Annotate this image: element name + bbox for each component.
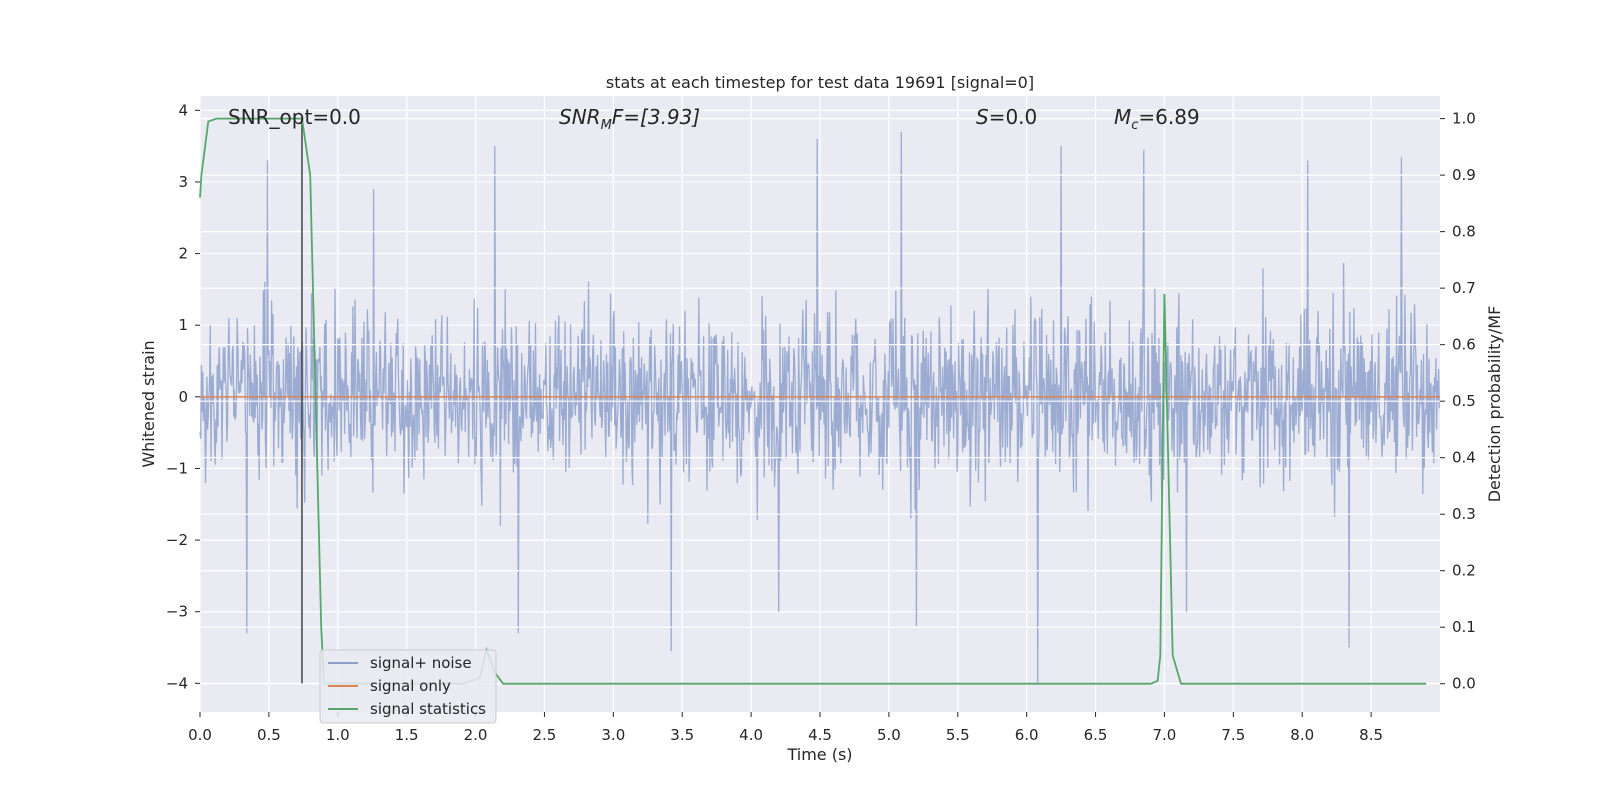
annotation-snr-mf-main: SNR [559,105,601,129]
annotation-snr-mf-sub: M [601,118,612,133]
legend-label-signal-statistics: signal statistics [370,700,486,718]
annotation-mc-sub: c [1131,118,1138,133]
y-right-tick-label-8: 0.2 [1452,562,1476,580]
y-left-tick-label-6: −2 [166,531,188,549]
chart-title: stats at each timestep for test data 196… [606,73,1034,92]
x-tick-label-12: 6.0 [1015,726,1039,744]
x-tick-label-9: 4.5 [808,726,832,744]
legend: signal+ noise signal only signal statist… [319,649,497,724]
y-left-tick-label-4: 0 [178,388,188,406]
x-tick-label-6: 3.0 [601,726,625,744]
x-tick-label-2: 1.0 [326,726,350,744]
annotation-snr-mf-rest: F=[3.93] [612,105,700,129]
x-tick-label-0: 0.0 [188,726,212,744]
annotation-s-var: S [976,105,989,129]
y-left-tick-label-7: −3 [166,603,188,621]
y-right-tick-labels: 1.0 0.9 0.8 0.7 0.6 0.5 0.4 0.3 0.2 0.1 0.0 [1440,110,1476,693]
y-right-tick-label-0: 1.0 [1452,110,1476,128]
y-right-axis-label: Detection probability/MF [1485,306,1504,503]
legend-box [319,649,497,724]
x-axis-label: Time (s) [786,745,852,764]
x-tick-labels: 0.0 0.5 1.0 1.5 2.0 2.5 3.0 3.5 4.0 4.5 5.0 5.5 6.0 6… [188,712,1383,744]
x-tick-label-4: 2.0 [464,726,488,744]
x-tick-label-5: 2.5 [533,726,557,744]
x-tick-label-7: 3.5 [670,726,694,744]
y-left-tick-label-1: 3 [178,173,188,191]
y-right-tick-label-7: 0.3 [1452,505,1476,523]
y-right-tick-label-6: 0.4 [1452,449,1476,467]
series-line-signal-noise [199,131,1440,684]
x-tick-label-17: 8.5 [1359,726,1383,744]
x-tick-label-8: 4.0 [739,726,763,744]
annotation-mc: Mc=6.89 [1114,105,1200,133]
y-left-axis-label: Whitened strain [139,340,158,467]
y-right-tick-label-2: 0.8 [1452,223,1476,241]
y-right-tick-label-1: 0.9 [1452,166,1476,184]
y-left-tick-label-0: 4 [178,101,188,119]
annotation-s-rest: =0.0 [989,105,1038,129]
legend-label-signal-only: signal only [370,677,451,695]
y-right-tick-label-3: 0.7 [1452,279,1476,297]
annotation-mc-var: M [1114,105,1131,129]
x-tick-label-14: 7.0 [1153,726,1177,744]
y-left-tick-label-5: −1 [166,459,188,477]
x-tick-label-13: 6.5 [1084,726,1108,744]
x-tick-label-16: 8.0 [1290,726,1314,744]
y-left-tick-label-8: −4 [166,674,188,692]
y-right-tick-label-4: 0.6 [1452,336,1476,354]
x-tick-label-10: 5.0 [877,726,901,744]
legend-label-signal-noise: signal+ noise [370,654,472,672]
y-right-tick-label-10: 0.0 [1452,675,1476,693]
x-tick-label-11: 5.5 [946,726,970,744]
y-right-tick-label-9: 0.1 [1452,618,1476,636]
annotation-s: S=0.0 [976,105,1037,129]
annotation-mc-rest: =6.89 [1138,105,1199,129]
y-left-tick-label-3: 1 [178,316,188,334]
x-tick-label-1: 0.5 [257,726,281,744]
annotation-snr-opt: SNR_opt=0.0 [228,105,361,129]
y-left-tick-label-2: 2 [178,245,188,263]
series-signal-noise [199,131,1440,684]
y-right-tick-label-5: 0.5 [1452,392,1476,410]
y-left-tick-labels: 4 3 2 1 0 −1 −2 −3 −4 [166,101,200,692]
x-tick-label-15: 7.5 [1221,726,1245,744]
x-tick-label-3: 1.5 [395,726,419,744]
annotation-snr-mf: SNRMF=[3.93] [559,105,700,133]
